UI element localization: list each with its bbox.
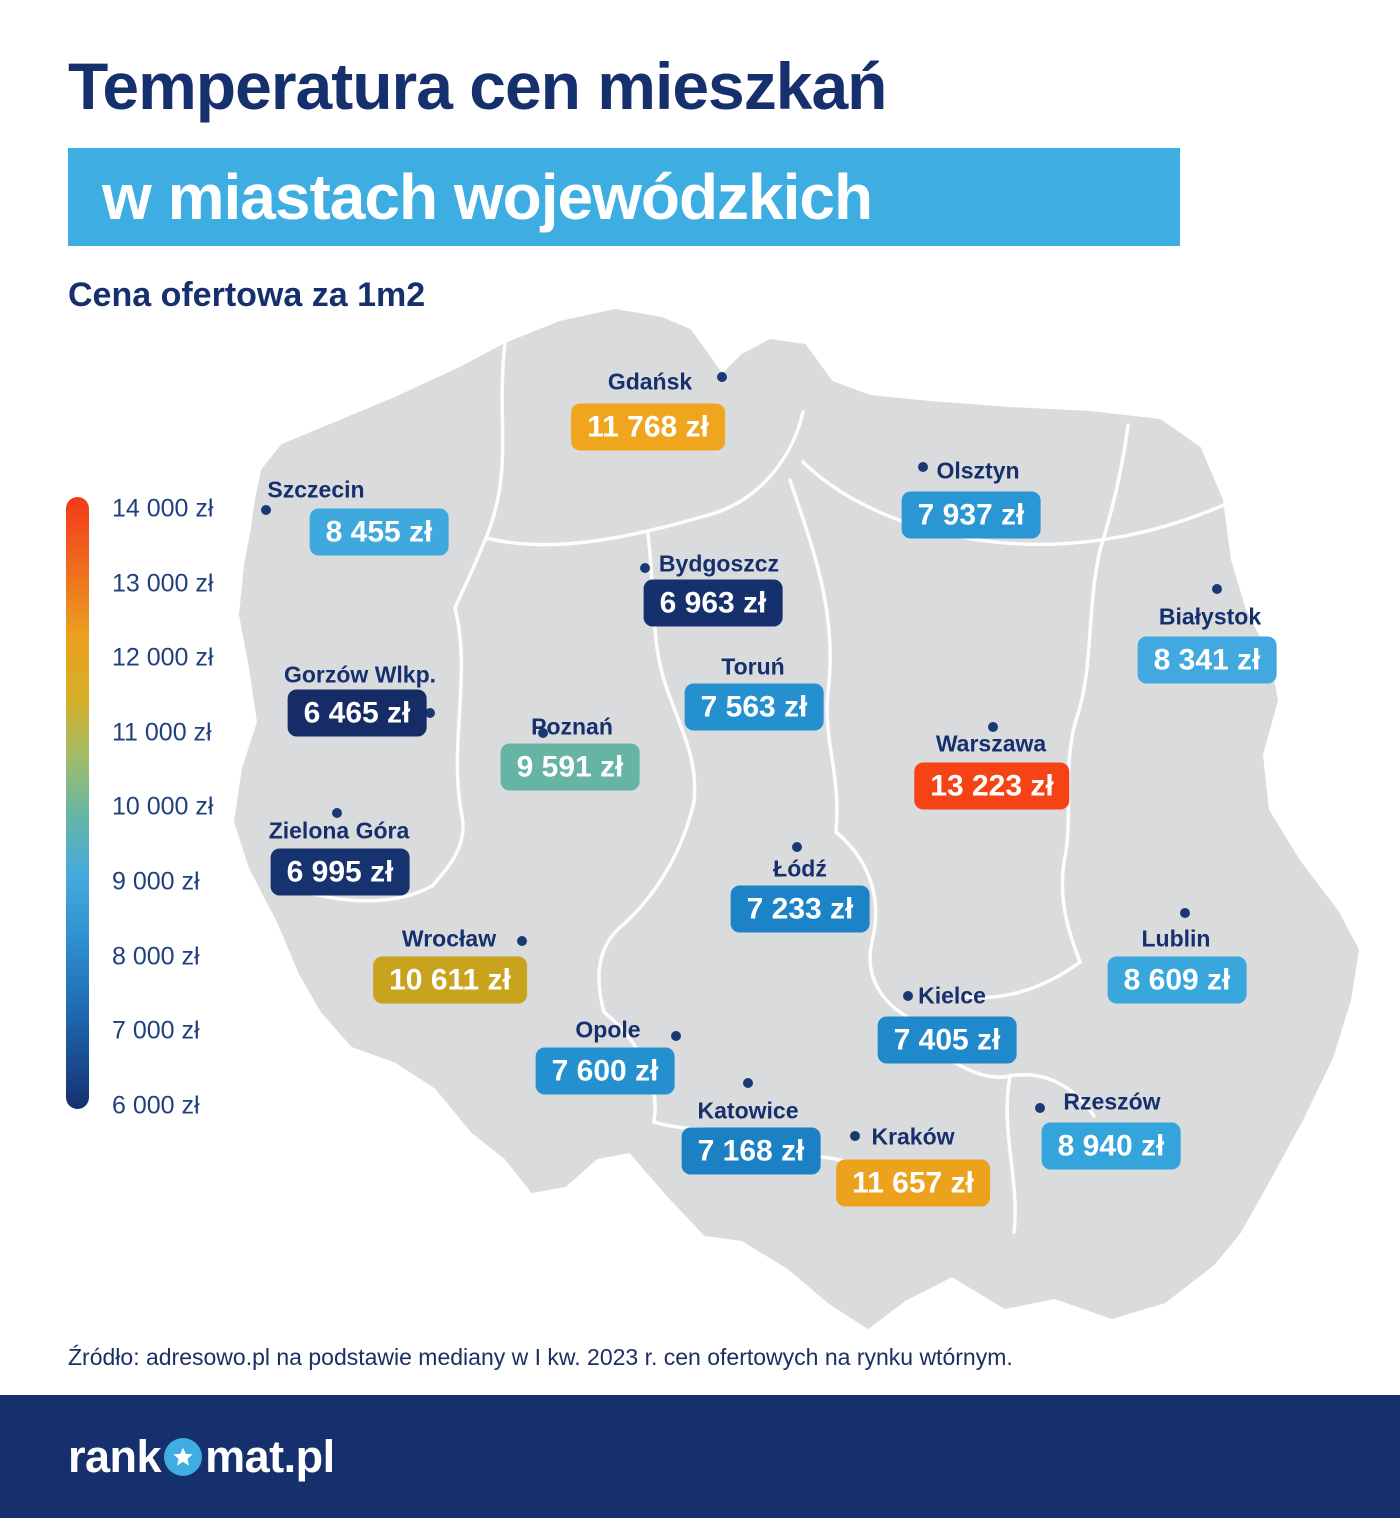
city-label: Szczecin (267, 476, 365, 503)
legend-tick: 7 000 zł (112, 1016, 200, 1045)
city-label: Łódź (773, 855, 827, 882)
city-dot (425, 708, 435, 718)
city-dot (332, 808, 342, 818)
city-dot (1180, 908, 1190, 918)
price-badge: 11 768 zł (571, 403, 725, 451)
legend-tick: 8 000 zł (112, 942, 200, 971)
subtitle-banner: w miastach wojewódzkich (68, 148, 1180, 246)
city-label: Zielona Góra (268, 817, 410, 844)
legend-tick: 9 000 zł (112, 867, 200, 896)
city-label: Rzeszów (1063, 1088, 1161, 1115)
price-badge: 8 940 zł (1041, 1122, 1181, 1170)
price-badge: 6 995 zł (270, 848, 410, 896)
legend-tick: 13 000 zł (112, 569, 214, 598)
city-label: Olsztyn (936, 457, 1020, 484)
logo-text-before: rank (68, 1430, 162, 1482)
price-badge: 7 233 zł (730, 885, 870, 933)
source-note: Źródło: adresowo.pl na podstawie mediany… (68, 1344, 1013, 1370)
city-dot (671, 1031, 681, 1041)
price-badge: 8 341 zł (1137, 636, 1277, 684)
legend-tick: 10 000 zł (112, 792, 214, 821)
city-label: Opole (575, 1016, 641, 1043)
poland-outline (234, 309, 1359, 1329)
price-badge: 7 405 zł (877, 1016, 1017, 1064)
city-dot (538, 728, 548, 738)
subtitle-text: w miastach wojewódzkich (102, 161, 873, 233)
city-label: Gorzów Wlkp. (283, 661, 437, 688)
city-dot (1035, 1103, 1045, 1113)
legend-gradient-bar (66, 497, 89, 1109)
price-badge: 7 937 zł (901, 491, 1041, 539)
city-dot (850, 1131, 860, 1141)
city-label: Kraków (871, 1123, 955, 1150)
city-dot (517, 936, 527, 946)
city-label: Katowice (697, 1097, 799, 1124)
price-badge: 6 465 zł (287, 689, 427, 737)
city-dot (988, 722, 998, 732)
city-dot (717, 372, 727, 382)
logo-text-after: mat.pl (205, 1430, 335, 1482)
price-badge: 7 168 zł (681, 1127, 821, 1175)
price-badge: 13 223 zł (914, 762, 1070, 810)
legend-tick: 14 000 zł (112, 494, 214, 523)
brand-logo: rank mat.pl (68, 1431, 335, 1483)
city-label: Lublin (1141, 925, 1211, 952)
city-dot (261, 505, 271, 515)
city-label: Poznań (531, 713, 613, 740)
price-badge: 7 600 zł (535, 1047, 675, 1095)
city-dot (918, 462, 928, 472)
city-label: Gdańsk (607, 368, 693, 395)
city-dot (792, 842, 802, 852)
city-dot (1212, 584, 1222, 594)
price-badge: 9 591 zł (500, 743, 640, 791)
legend-tick: 11 000 zł (112, 718, 212, 747)
footer-bar: rank mat.pl (0, 1395, 1400, 1518)
price-badge: 7 563 zł (684, 683, 824, 731)
city-label: Kielce (918, 982, 986, 1009)
legend-tick: 6 000 zł (112, 1091, 200, 1120)
city-label: Białystok (1158, 603, 1262, 630)
price-badge: 6 963 zł (643, 579, 783, 627)
price-badge: 10 611 zł (373, 956, 527, 1004)
legend-tick: 12 000 zł (112, 643, 214, 672)
city-label: Bydgoszcz (658, 550, 780, 577)
price-badge: 11 657 zł (836, 1159, 990, 1207)
city-dot (743, 1078, 753, 1088)
city-label: Warszawa (935, 730, 1047, 757)
price-badge: 8 455 zł (309, 508, 449, 556)
page-title: Temperatura cen mieszkań (68, 49, 887, 123)
price-badge: 8 609 zł (1107, 956, 1247, 1004)
star-icon (164, 1437, 203, 1476)
city-dot (640, 563, 650, 573)
city-dot (903, 991, 913, 1001)
city-label: Wrocław (401, 925, 497, 952)
subheading: Cena ofertowa za 1m2 (68, 276, 426, 314)
city-label: Toruń (721, 653, 785, 680)
